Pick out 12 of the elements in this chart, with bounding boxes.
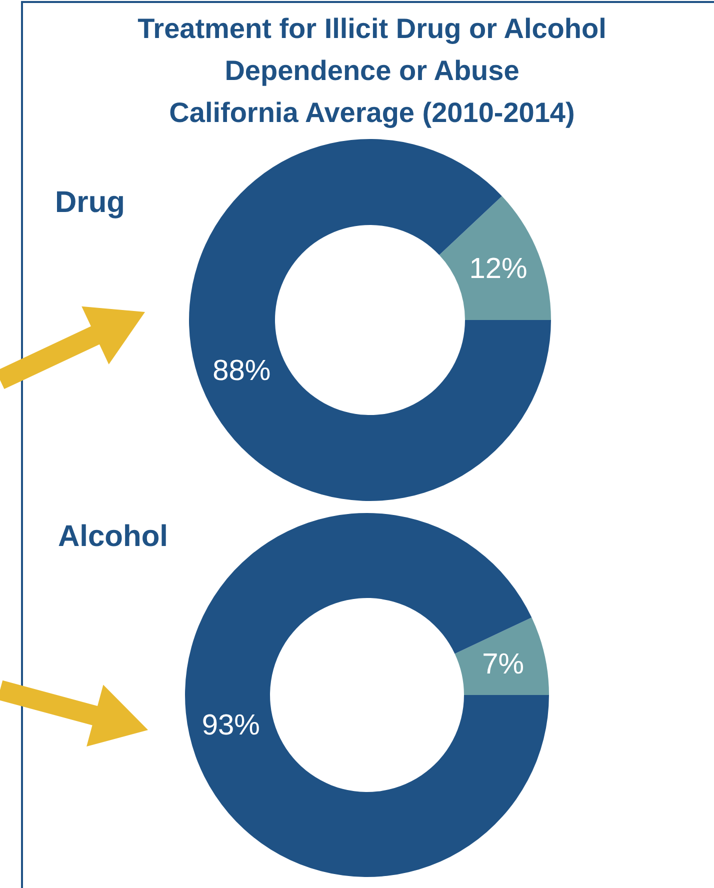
donut-slice — [185, 513, 549, 877]
data-label: 88% — [212, 354, 271, 387]
chart-title: Treatment for Illicit Drug or Alcohol Dependence or Abuse — [138, 13, 606, 86]
data-label: 7% — [482, 648, 524, 681]
donut-slice — [439, 196, 551, 320]
data-label: 12% — [469, 253, 528, 286]
chart-subtitle: California Average (2010-2014) — [169, 97, 575, 128]
donut-slice — [189, 139, 551, 501]
text: Alcohol — [58, 520, 168, 553]
data-label: 93% — [202, 709, 260, 742]
text: Drug — [55, 186, 125, 219]
donut-slice — [454, 618, 549, 695]
